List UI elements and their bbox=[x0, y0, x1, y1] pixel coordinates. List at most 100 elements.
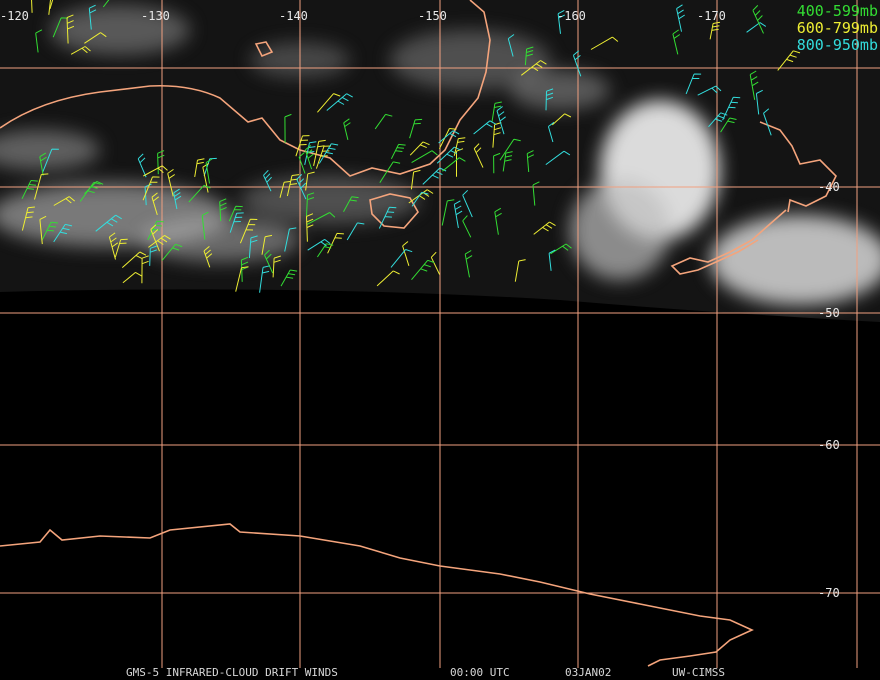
wind-barb bbox=[21, 206, 35, 231]
wind-barb bbox=[147, 220, 164, 241]
wind-barb bbox=[327, 232, 344, 254]
wind-barb bbox=[441, 199, 455, 226]
lat-label: -40 bbox=[818, 180, 840, 194]
wind-barb bbox=[442, 157, 466, 172]
wind-barb bbox=[144, 183, 152, 206]
wind-barb bbox=[708, 112, 728, 128]
wind-barb bbox=[39, 152, 47, 176]
wind-barb bbox=[547, 121, 555, 143]
lon-labels: -120 -130 -140 -150 -160 -170 bbox=[0, 9, 726, 23]
wind-barb bbox=[88, 4, 97, 30]
wind-barb bbox=[409, 141, 430, 156]
wind-barb bbox=[240, 256, 249, 282]
wind-barb bbox=[157, 150, 165, 175]
wind-barb bbox=[203, 246, 213, 268]
wind-barb bbox=[551, 113, 572, 126]
wind-barb bbox=[499, 138, 521, 161]
wind-barb bbox=[374, 113, 393, 130]
wind-barb bbox=[272, 255, 281, 278]
wind-barb bbox=[315, 145, 332, 169]
wind-barb bbox=[48, 0, 51, 15]
wind-barb bbox=[264, 249, 274, 274]
wind-barb bbox=[430, 251, 441, 275]
wind-barb bbox=[296, 174, 307, 200]
wind-barb bbox=[114, 238, 128, 258]
wind-barb bbox=[41, 221, 58, 241]
wind-barb bbox=[473, 120, 497, 135]
wind-barb bbox=[42, 148, 59, 172]
lat-label: -60 bbox=[818, 438, 840, 452]
wind-barb bbox=[137, 153, 147, 178]
wind-barb bbox=[161, 243, 183, 261]
wind-barb bbox=[746, 22, 767, 33]
wind-barb bbox=[235, 266, 249, 292]
wind-barb bbox=[493, 152, 501, 174]
wind-barb bbox=[148, 234, 171, 248]
wind-barb bbox=[248, 235, 258, 259]
wind-barb bbox=[502, 151, 513, 172]
wind-barb bbox=[453, 200, 463, 228]
wind-barb bbox=[280, 269, 298, 287]
wind-barb bbox=[685, 73, 702, 95]
wind-barb bbox=[35, 29, 43, 53]
wind-barb bbox=[436, 146, 461, 164]
wind-barb bbox=[239, 218, 258, 244]
legend-entry: 800-950mb bbox=[797, 36, 878, 54]
wind-barb bbox=[306, 212, 336, 226]
lon-label: -150 bbox=[418, 9, 447, 23]
wind-barb bbox=[343, 118, 351, 141]
wind-barb bbox=[326, 93, 353, 111]
wind-barb bbox=[462, 189, 473, 218]
wind-barb bbox=[464, 250, 473, 278]
wind-barb bbox=[205, 158, 213, 184]
wind-barb bbox=[379, 161, 401, 183]
lat-label: -50 bbox=[818, 306, 840, 320]
wind-barb bbox=[777, 50, 801, 71]
wind-barb bbox=[411, 150, 438, 164]
wind-barb bbox=[286, 174, 300, 197]
wind-barb bbox=[313, 139, 326, 167]
wind-barb bbox=[453, 137, 466, 156]
wind-barb bbox=[316, 243, 334, 258]
wind-barb bbox=[411, 259, 435, 281]
wind-barb bbox=[763, 108, 772, 136]
wind-barb bbox=[408, 189, 434, 204]
wind-barb bbox=[279, 180, 292, 198]
wind-barb bbox=[590, 36, 619, 50]
wind-barb bbox=[438, 130, 460, 144]
wind-barb bbox=[284, 113, 292, 143]
wind-barb bbox=[53, 223, 73, 243]
wind-barb bbox=[151, 192, 160, 216]
wind-barb bbox=[219, 198, 227, 222]
wind-barb bbox=[284, 227, 297, 252]
wind-barb bbox=[318, 143, 339, 164]
wind-barb bbox=[411, 191, 429, 207]
footer: GMS-5 INFRARED-CLOUD DRIFT WINDS 00:00 U… bbox=[126, 666, 725, 679]
wind-barb bbox=[21, 180, 38, 200]
wind-barb bbox=[263, 169, 272, 192]
wind-barb bbox=[343, 196, 359, 213]
footer-text: 00:00 UTC bbox=[450, 666, 510, 679]
wind-barb bbox=[532, 181, 540, 206]
wind-barb bbox=[473, 143, 484, 168]
lon-label: -120 bbox=[0, 9, 29, 23]
wind-barb bbox=[462, 215, 472, 238]
wind-barb bbox=[346, 222, 365, 241]
legend-entry: 600-799mb bbox=[797, 19, 878, 37]
wind-barb bbox=[524, 46, 534, 66]
wind-barb bbox=[496, 106, 506, 135]
wind-barb bbox=[202, 162, 209, 193]
wind-barb bbox=[550, 243, 572, 255]
wind-barb bbox=[53, 196, 76, 206]
wind-barb bbox=[304, 145, 314, 170]
wind-barb bbox=[676, 4, 685, 32]
wind-barb bbox=[491, 101, 502, 123]
wind-barb bbox=[755, 89, 763, 115]
wind-barb bbox=[66, 14, 75, 44]
wind-barb bbox=[84, 180, 104, 195]
wind-barb bbox=[295, 135, 310, 157]
coastlines bbox=[0, 0, 837, 667]
